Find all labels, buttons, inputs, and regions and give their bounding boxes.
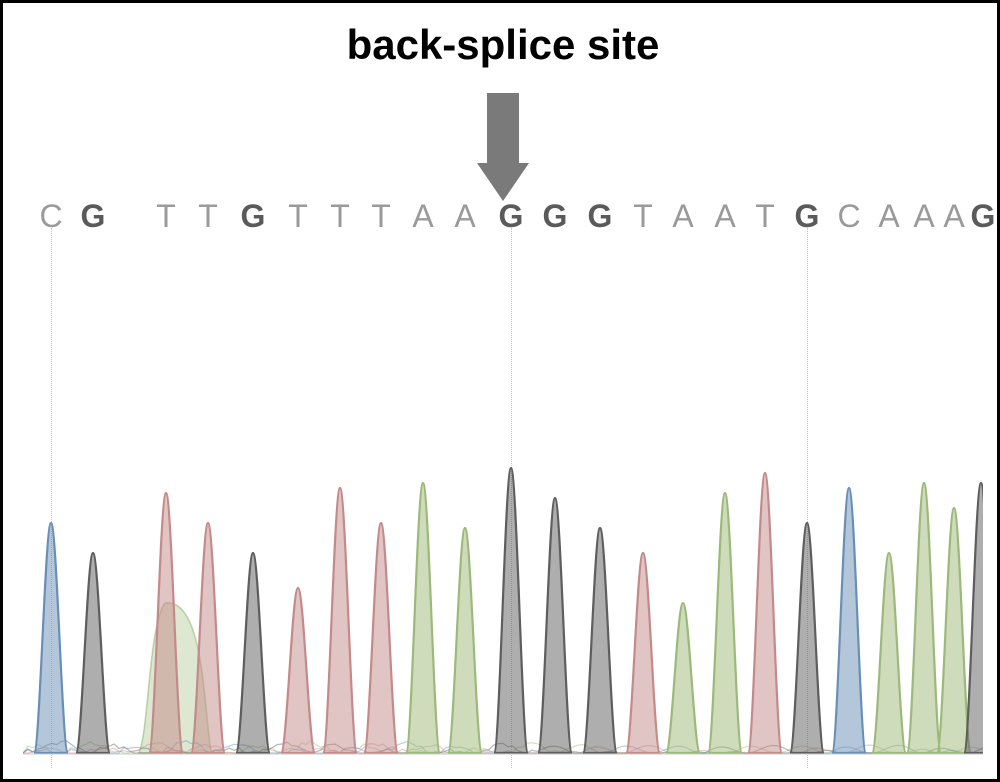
chromatogram-peak	[494, 468, 528, 753]
chromatogram-peak	[748, 473, 782, 753]
sequence-base: T	[633, 198, 653, 235]
chromatogram-peak	[666, 603, 700, 753]
sequence-base: A	[714, 198, 735, 235]
chromatogram-peak	[406, 483, 440, 753]
chromatogram-peak	[34, 523, 68, 753]
sequence-base: A	[454, 198, 475, 235]
sequence-base: A	[878, 198, 899, 235]
chromatogram-peak	[364, 523, 398, 753]
chromatogram-peak	[626, 553, 660, 753]
sequence-base: G	[588, 198, 613, 235]
chromatogram-peak	[448, 528, 482, 753]
chromatogram-peak	[708, 493, 742, 753]
chromatogram-peak	[281, 588, 315, 753]
sequence-base: A	[913, 198, 934, 235]
chromatogram-peak	[907, 483, 941, 753]
chromatogram-peak	[937, 508, 971, 753]
chromatogram-peak	[323, 488, 357, 753]
sequence-base: G	[971, 198, 996, 235]
chromatogram-peak	[790, 523, 824, 753]
sequence-base: A	[412, 198, 433, 235]
chromatogram-peak	[236, 553, 270, 753]
sequence-base: T	[156, 198, 176, 235]
figure-title: back-splice site	[3, 21, 1000, 69]
sequence-base: G	[81, 198, 106, 235]
chromatogram-peak	[538, 498, 572, 753]
chromatogram-panel	[23, 243, 983, 767]
sequence-base: T	[288, 198, 308, 235]
sequence-base: T	[755, 198, 775, 235]
sequence-base: A	[672, 198, 693, 235]
chromatogram-peak	[76, 553, 110, 753]
chromatogram-peak	[832, 488, 866, 753]
sequence-base: G	[543, 198, 568, 235]
sequence-base: T	[330, 198, 350, 235]
chromatogram-peak	[583, 528, 617, 753]
chromatogram-svg	[23, 243, 983, 767]
sequence-base: T	[371, 198, 391, 235]
chromatogram-peak	[872, 553, 906, 753]
back-splice-arrow	[477, 93, 529, 201]
arrow-down-icon	[477, 93, 529, 201]
sequence-base: G	[241, 198, 266, 235]
sequence-base: A	[943, 198, 964, 235]
sequence-base: T	[198, 198, 218, 235]
sequence-row: CGTTGTTTAAGGGTAATGCAAAG	[3, 198, 1000, 238]
figure-container: back-splice site CGTTGTTTAAGGGTAATGCAAAG	[0, 0, 1000, 782]
sequence-base: C	[837, 198, 860, 235]
